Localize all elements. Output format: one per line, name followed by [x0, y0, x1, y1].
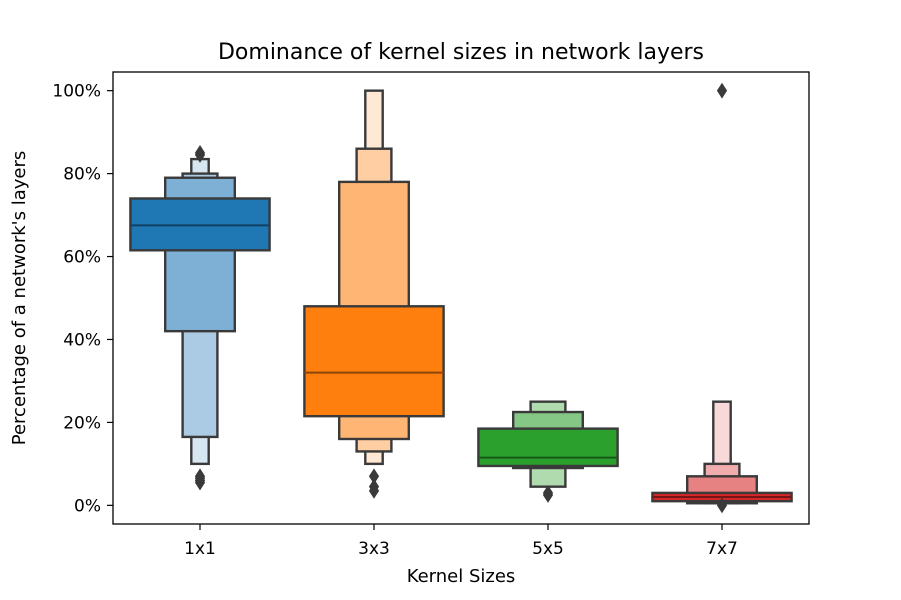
y-tick-label: 60%	[63, 248, 101, 268]
x-tick-label: 7x7	[706, 539, 738, 559]
outlier-point	[716, 497, 728, 514]
boxen-box	[477, 427, 619, 468]
y-tick-label: 80%	[63, 165, 101, 185]
outlier-point	[194, 468, 206, 485]
y-tick-label: 0%	[74, 496, 101, 516]
boxen-7x7	[651, 82, 793, 514]
y-axis-label: Percentage of a network's layers	[9, 151, 30, 446]
plot-area	[129, 82, 793, 514]
boxen-5x5	[477, 400, 619, 503]
y-tick-label: 40%	[63, 330, 101, 350]
x-axis: 1x1 3x3 5x5 7x7	[184, 524, 738, 559]
x-axis-label: Kernel Sizes	[407, 566, 516, 587]
boxen-box	[303, 305, 445, 418]
y-tick-label: 20%	[63, 413, 101, 433]
boxen-1x1	[129, 144, 271, 491]
plot-frame	[112, 71, 810, 525]
outlier-point	[194, 144, 206, 161]
outlier-point	[716, 82, 728, 99]
outlier-point	[542, 484, 554, 501]
x-tick-label: 5x5	[532, 539, 564, 559]
boxen-box	[129, 197, 271, 252]
outlier-point	[368, 478, 380, 495]
x-tick-label: 1x1	[184, 539, 216, 559]
x-tick-label: 3x3	[358, 539, 390, 559]
outlier-point	[368, 468, 380, 485]
chart-title: Dominance of kernel sizes in network lay…	[218, 40, 704, 65]
y-tick-label: 100%	[52, 82, 101, 102]
boxen-3x3	[303, 89, 445, 499]
y-axis: 0% 20% 40% 60% 80% 100%	[52, 82, 113, 516]
